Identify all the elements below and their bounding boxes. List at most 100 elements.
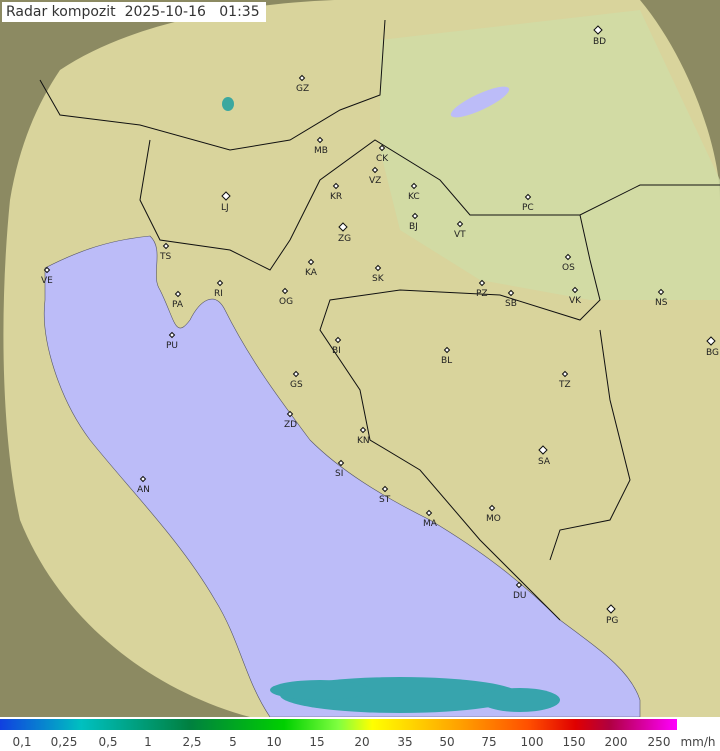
city-marker-gs	[292, 370, 300, 378]
city-marker-og	[281, 287, 289, 295]
city-marker-ve	[43, 266, 51, 274]
city-marker-an	[139, 475, 147, 483]
city-label: ZG	[338, 234, 351, 244]
city-marker-os	[564, 253, 572, 261]
legend-tick-label: 50	[439, 735, 455, 749]
city-marker-pa	[174, 290, 182, 298]
city-label: VZ	[369, 176, 381, 186]
legend-tick-label: 15	[309, 735, 325, 749]
city-label: KR	[330, 192, 342, 202]
city-marker-du	[515, 581, 523, 589]
city-label: BG	[706, 348, 719, 358]
city-marker-kr	[332, 182, 340, 190]
city-label: KC	[408, 192, 420, 202]
city-label: AN	[137, 485, 150, 495]
city-marker-vk	[571, 286, 579, 294]
city-label: BL	[441, 356, 452, 366]
legend-tick-label: 75	[481, 735, 497, 749]
city-marker-pu	[168, 331, 176, 339]
adriatic-sea	[43, 235, 641, 717]
city-label: BI	[332, 346, 341, 356]
city-marker-zd	[286, 410, 294, 418]
city-marker-bd	[593, 25, 603, 35]
legend-tick-label: 10	[266, 735, 282, 749]
city-label: PZ	[476, 289, 488, 299]
city-marker-ma	[425, 509, 433, 517]
rain-cells	[222, 97, 560, 713]
city-marker-mo	[488, 504, 496, 512]
city-label: VE	[41, 276, 53, 286]
legend-tick-label: 250	[647, 735, 671, 749]
city-marker-bi	[334, 336, 342, 344]
city-label: MO	[486, 514, 501, 524]
legend-tick-label: 0,1	[12, 735, 32, 749]
northern-plain	[380, 10, 720, 300]
legend-tick-label: 1	[144, 735, 152, 749]
city-marker-ck	[378, 144, 386, 152]
city-label: TZ	[558, 380, 571, 390]
city-label: GZ	[296, 84, 309, 94]
city-label: MB	[314, 146, 328, 156]
city-marker-sb	[507, 289, 515, 297]
city-label: ST	[379, 495, 391, 505]
city-marker-mb	[316, 136, 324, 144]
legend-tick-label: 20	[354, 735, 370, 749]
map-title: Radar kompozit 2025-10-16 01:35	[2, 2, 266, 22]
city-label: SB	[505, 299, 517, 309]
city-markers: GZ MB CK VZ KR KC LJ BJ VT PC ZG TS KA SK OS VE RI PA OG PZ…	[41, 25, 719, 626]
legend-tick-label: 5	[229, 735, 237, 749]
city-marker-kc	[410, 182, 418, 190]
legend-tick-label: 150	[562, 735, 586, 749]
city-label: PA	[172, 300, 184, 310]
city-label: PC	[522, 203, 534, 213]
city-marker-tz	[561, 370, 569, 378]
city-label: PU	[166, 341, 178, 351]
legend-tick-label: 200	[604, 735, 628, 749]
borders	[39, 19, 720, 621]
legend-tick-label: 0,5	[98, 735, 118, 749]
city-marker-vt	[456, 220, 464, 228]
city-label: SA	[538, 457, 551, 467]
legend-tick-label: 35	[397, 735, 413, 749]
city-label: ZD	[284, 420, 297, 430]
city-marker-zg	[338, 222, 348, 232]
city-marker-sk	[374, 264, 382, 272]
city-label: MA	[423, 519, 438, 529]
city-marker-pz	[478, 279, 486, 287]
city-label: VT	[454, 230, 466, 240]
city-label: OG	[279, 297, 293, 307]
city-label: OS	[562, 263, 575, 273]
city-marker-st	[381, 485, 389, 493]
legend-tick-label: 0,25	[50, 735, 78, 749]
city-marker-bl	[443, 346, 451, 354]
city-marker-bg	[706, 336, 716, 346]
city-label: SI	[335, 469, 343, 479]
city-label: PG	[606, 616, 618, 626]
city-marker-si	[337, 459, 345, 467]
legend-tick-label: 2,5	[182, 735, 202, 749]
city-marker-lj	[221, 191, 231, 201]
city-label: GS	[290, 380, 303, 390]
city-label: KA	[305, 268, 318, 278]
city-marker-ka	[307, 258, 315, 266]
city-label: VK	[569, 296, 582, 306]
city-label: KN	[357, 436, 370, 446]
city-marker-vz	[371, 166, 379, 174]
city-marker-bj	[411, 212, 419, 220]
city-marker-pg	[606, 604, 616, 614]
city-marker-pc	[524, 193, 532, 201]
city-marker-sa	[538, 445, 548, 455]
city-label: BJ	[409, 222, 418, 232]
legend-labels: 0,1 0,25 0,5 1 2,5 5 10 15 20 35 50 75 100 150 200 250 m…	[0, 735, 720, 751]
city-label: RI	[214, 289, 223, 299]
city-label: LJ	[221, 203, 229, 213]
city-label: TS	[159, 252, 171, 262]
city-marker-ts	[162, 242, 170, 250]
city-label: CK	[376, 154, 389, 164]
city-label: BD	[593, 37, 606, 47]
city-label: SK	[372, 274, 385, 284]
city-marker-ns	[657, 288, 665, 296]
city-marker-gz	[298, 74, 306, 82]
radar-map[interactable]: GZ MB CK VZ KR KC LJ BJ VT PC ZG TS KA SK OS VE RI PA OG PZ…	[0, 0, 720, 717]
legend-unit: mm/h	[680, 735, 716, 749]
